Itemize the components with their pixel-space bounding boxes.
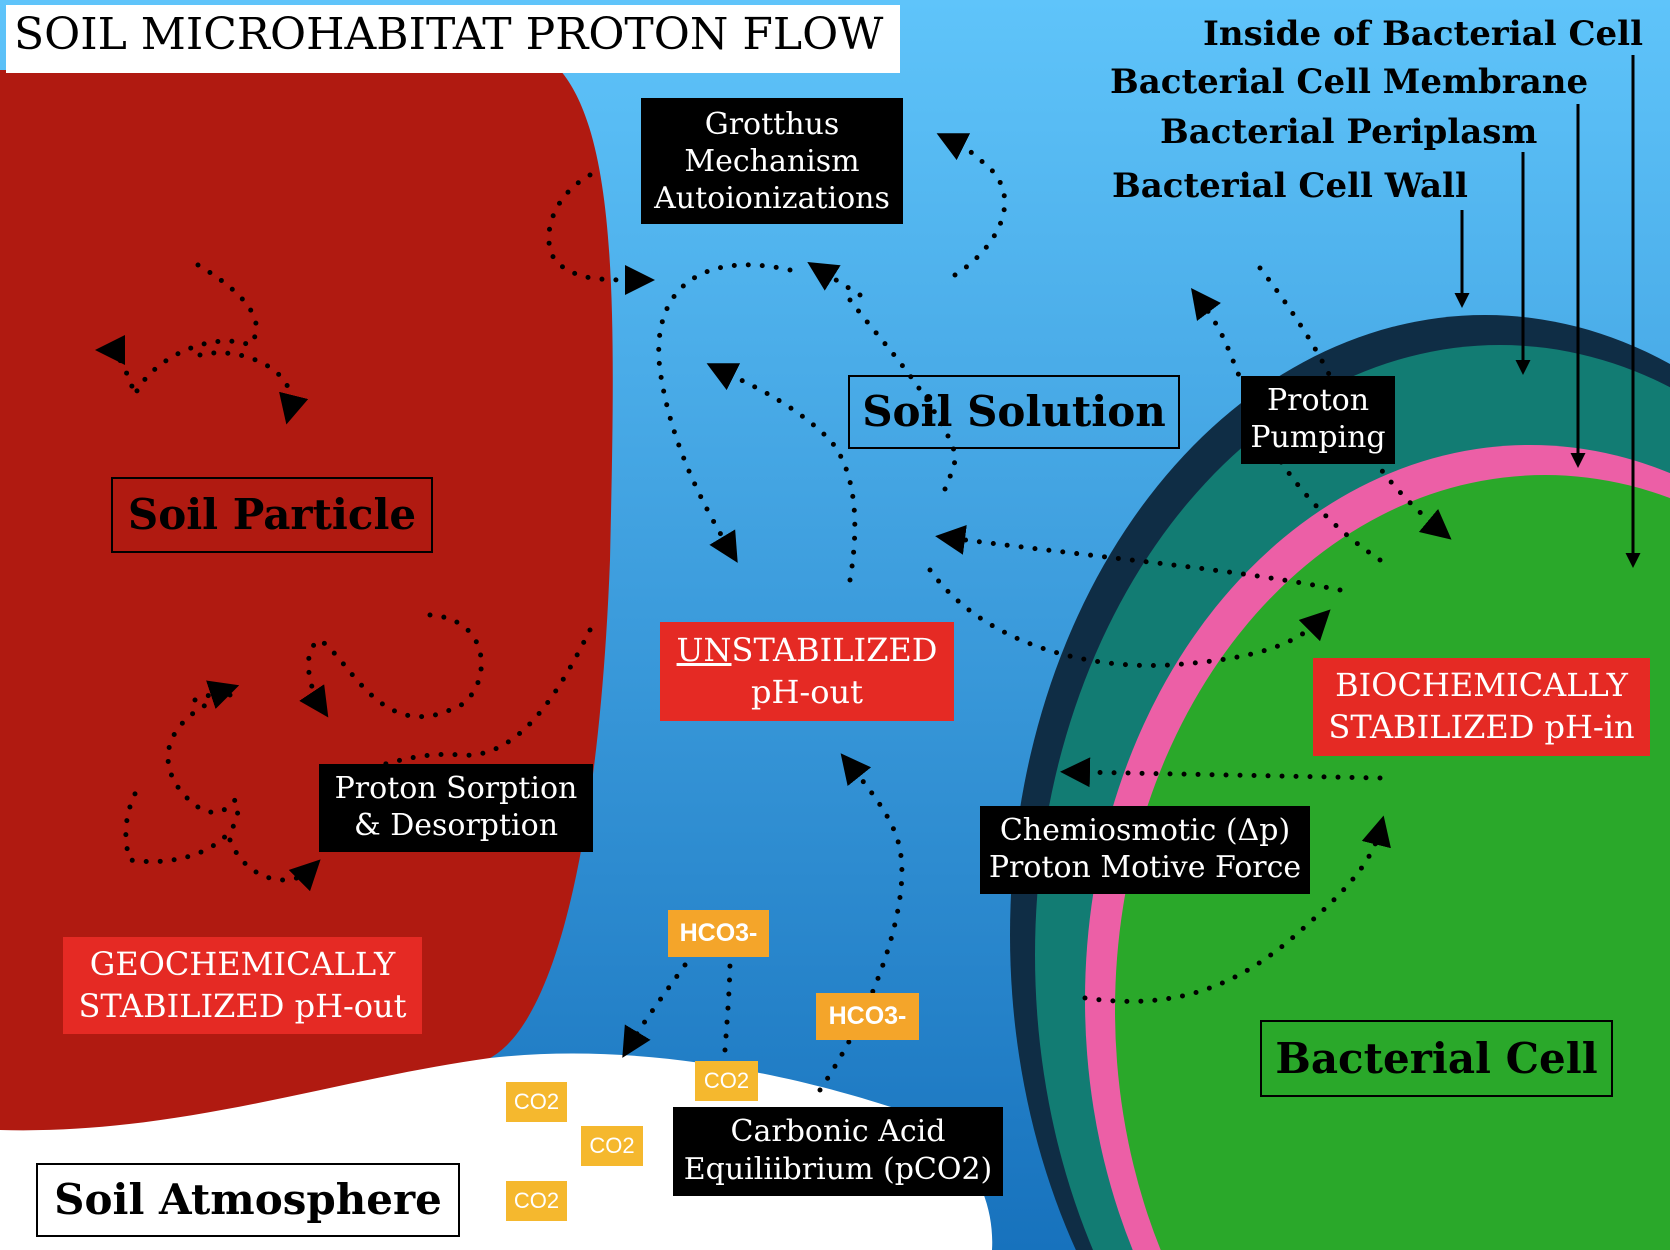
process-label-proton-pumping: Proton Pumping (1241, 376, 1395, 464)
region-label-soil-atmosphere: Soil Atmosphere (36, 1163, 460, 1237)
co2-label: CO2 (581, 1126, 643, 1166)
grotthuss-line-2: Mechanism (684, 144, 860, 179)
flow-path (622, 962, 688, 1058)
region-label-soil-solution: Soil Solution (848, 375, 1180, 449)
diagram-title: SOIL MICROHABITAT PROTON FLOW (14, 9, 884, 60)
chemiosmotic-line-1: Chemiosmotic (Δp) (999, 813, 1291, 848)
geochemical-line-1: GEOCHEMICALLY (89, 945, 396, 983)
hco3-label: HCO3- (816, 993, 919, 1040)
flow-path (847, 297, 958, 503)
flow-path (722, 957, 733, 1053)
hco3-label: HCO3- (668, 910, 769, 957)
co2-label: CO2 (506, 1181, 567, 1221)
layer-label-periplasm: Bacterial Periplasm (1160, 112, 1538, 152)
grotthuss-line-1: Grotthus (704, 107, 840, 142)
process-label-chemiosmotic: Chemiosmotic (Δp) Proton Motive Force (980, 806, 1310, 894)
sorption-line-2: & Desorption (353, 808, 559, 843)
flow-path (123, 692, 240, 864)
flow-path (192, 680, 240, 709)
state-label-biochemical: BIOCHEMICALLY STABILIZED pH-in (1313, 658, 1650, 756)
layer-label-inside: Inside of Bacterial Cell (1203, 14, 1644, 54)
unstabilized-word: STABILIZED (731, 631, 938, 669)
flow-path (327, 627, 593, 775)
proton-pumping-line-1: Proton (1266, 383, 1370, 418)
layer-label-cell-wall: Bacterial Cell Wall (1112, 166, 1468, 206)
flow-path (935, 525, 1343, 593)
flow-path (656, 262, 793, 563)
unstabilized-prefix: UN (676, 631, 732, 669)
flow-path (197, 350, 309, 425)
grotthuss-line-3: Autoionizations (654, 181, 890, 216)
layer-pointer-arrows (1454, 55, 1641, 568)
process-label-carbonic-acid: Carbonic Acid Equiliibrium (pCO2) (673, 1107, 1003, 1196)
soil-particle-shape (0, 70, 613, 1140)
region-label-bacterial-cell: Bacterial Cell (1260, 1020, 1613, 1097)
flow-path (817, 753, 905, 1093)
state-label-unstabilized: UNSTABILIZED pH-out (660, 622, 954, 721)
flow-path (927, 567, 1331, 669)
process-label-grotthuss: Grotthus Mechanism Autoionizations (641, 98, 903, 224)
flow-path (227, 837, 321, 892)
state-label-geochemical: GEOCHEMICALLY STABILIZED pH-out (63, 937, 422, 1034)
biochemical-line-2: STABILIZED pH-in (1328, 708, 1635, 746)
soil-atmosphere-shape (0, 1053, 993, 1250)
unstabilized-line-1: UNSTABILIZED (660, 629, 954, 671)
diagram-title-box (6, 5, 900, 73)
region-label-soil-particle: Soil Particle (111, 477, 433, 553)
carbonic-line-2: Equiliibrium (pCO2) (683, 1152, 993, 1187)
process-label-sorption: Proton Sorption & Desorption (319, 764, 593, 852)
co2-label: CO2 (506, 1082, 567, 1122)
unstabilized-line-2: pH-out (751, 673, 863, 711)
sorption-line-1: Proton Sorption (334, 771, 578, 806)
flow-path (299, 612, 484, 720)
chemiosmotic-line-2: Proton Motive Force (988, 850, 1302, 885)
proton-pumping-line-2: Pumping (1250, 420, 1386, 455)
geochemical-line-2: STABILIZED pH-out (78, 987, 407, 1025)
flow-path (95, 262, 259, 403)
carbonic-line-1: Carbonic Acid (730, 1114, 946, 1149)
layer-label-membrane: Bacterial Cell Membrane (1110, 62, 1589, 102)
biochemical-line-1: BIOCHEMICALLY (1335, 666, 1628, 704)
flow-path (1060, 757, 1383, 788)
co2-label: CO2 (695, 1061, 758, 1101)
